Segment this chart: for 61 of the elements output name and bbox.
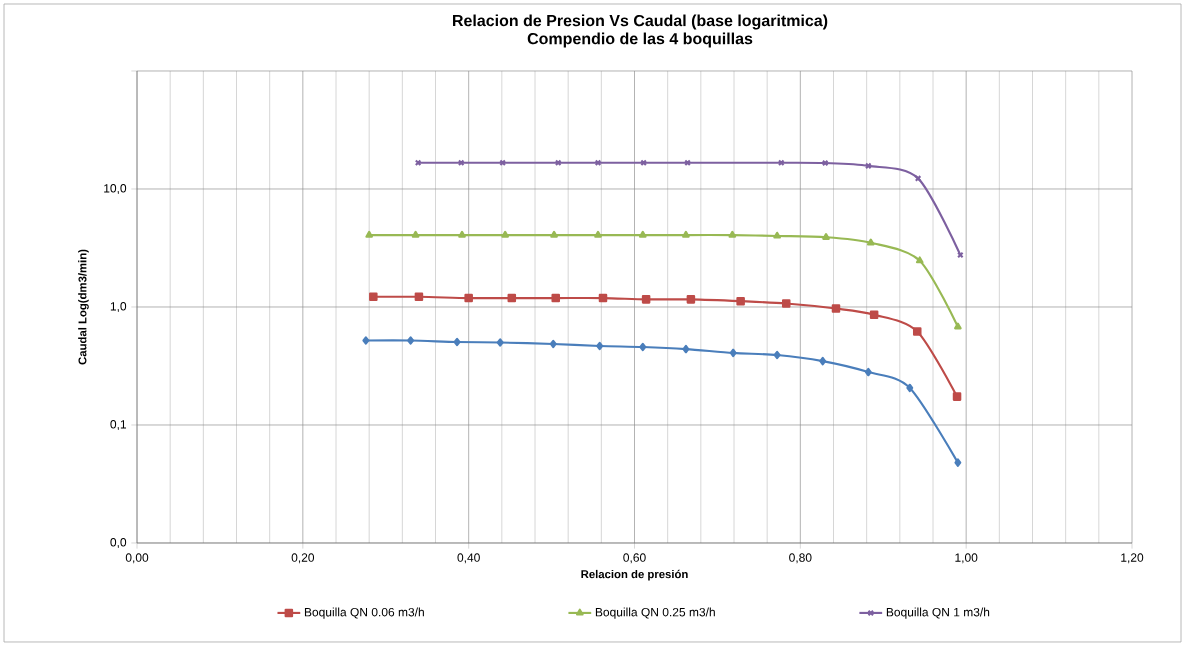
y-tick-label: 10,0: [104, 184, 127, 194]
point: [728, 230, 737, 238]
point: [736, 296, 745, 306]
point: [362, 336, 370, 345]
point: [411, 230, 420, 238]
x-tick-label: 0,80: [789, 553, 812, 564]
x-tick-label: 0,60: [623, 553, 646, 564]
point: [464, 293, 473, 303]
point: [831, 304, 841, 313]
point: [598, 293, 608, 303]
y-tick-label: 0,1: [110, 420, 127, 430]
point: [414, 292, 424, 302]
point: [458, 230, 466, 238]
x-tick-label: 0,40: [457, 553, 480, 564]
point: [954, 322, 962, 330]
point: [457, 159, 465, 167]
point: [906, 383, 914, 393]
point: [682, 230, 690, 238]
x-tick-label: 0,00: [125, 553, 149, 564]
legend-label: Boquilla QN 1 m3/h: [886, 607, 990, 619]
point: [507, 293, 517, 303]
x-tick-label: 0,20: [291, 553, 315, 564]
point: [641, 295, 651, 304]
point: [407, 336, 415, 345]
point: [453, 337, 461, 347]
point: [596, 341, 604, 351]
point: [550, 230, 558, 238]
x-tick-label: 1,20: [1121, 553, 1144, 564]
point: [369, 292, 378, 302]
y-tick-label: 1,0: [110, 302, 127, 312]
point: [866, 238, 875, 246]
point: [729, 348, 737, 358]
chart-subtitle: Compendio de las 4 boquillas: [527, 32, 753, 48]
point: [638, 230, 647, 238]
point: [915, 256, 924, 264]
chart-title: Relacion de Presion Vs Caudal (base logaritmica): [453, 14, 828, 30]
point: [869, 310, 879, 319]
point: [773, 350, 781, 360]
point: [549, 339, 557, 349]
point: [496, 338, 504, 347]
x-tick-label: 1,00: [955, 553, 978, 564]
point: [773, 231, 781, 239]
legend-label: Boquilla QN 0.06 m3/h: [304, 607, 424, 619]
point: [594, 230, 602, 238]
point: [682, 344, 690, 354]
point: [954, 458, 962, 467]
point: [686, 295, 696, 304]
point: [952, 392, 962, 401]
y-tick-label: 0,0: [110, 538, 127, 548]
point: [365, 230, 374, 238]
point: [822, 232, 830, 240]
x-axis-title: Relacion de presión: [581, 569, 688, 581]
point: [912, 327, 922, 336]
point: [781, 299, 791, 308]
legend-label: Boquilla QN 0.25 m3/h: [595, 607, 715, 619]
point: [819, 356, 827, 366]
point: [864, 367, 872, 377]
y-axis-title: Caudal Log(dm3/min): [78, 249, 89, 365]
point: [501, 230, 509, 238]
point: [551, 293, 561, 303]
point: [639, 342, 647, 352]
